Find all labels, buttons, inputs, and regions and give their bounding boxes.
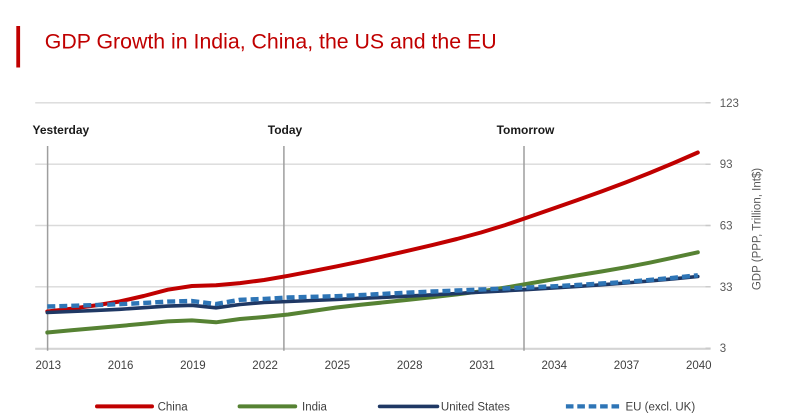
svg-text:Yesterday: Yesterday <box>33 123 90 137</box>
svg-text:2028: 2028 <box>397 360 423 372</box>
svg-text:China: China <box>158 401 189 413</box>
svg-text:123: 123 <box>720 98 739 110</box>
svg-text:3: 3 <box>720 343 726 355</box>
svg-text:63: 63 <box>720 221 733 233</box>
svg-text:93: 93 <box>720 159 733 171</box>
svg-text:GDP (PPP, Trillion, Int$): GDP (PPP, Trillion, Int$) <box>751 168 763 290</box>
svg-text:Tomorrow: Tomorrow <box>497 123 555 137</box>
svg-text:2016: 2016 <box>108 360 134 372</box>
svg-text:2031: 2031 <box>469 360 495 372</box>
svg-text:2037: 2037 <box>614 360 640 372</box>
svg-text:2034: 2034 <box>542 360 568 372</box>
svg-text:2022: 2022 <box>252 360 278 372</box>
svg-text:33: 33 <box>720 282 733 294</box>
svg-text:2019: 2019 <box>180 360 206 372</box>
svg-text:Today: Today <box>268 123 303 137</box>
svg-text:EU (excl. UK): EU (excl. UK) <box>626 401 696 413</box>
svg-text:GDP Growth in India, China, th: GDP Growth in India, China, the US and t… <box>45 30 497 54</box>
svg-text:India: India <box>302 401 328 413</box>
svg-text:2040: 2040 <box>686 360 712 372</box>
svg-text:United States: United States <box>441 401 510 413</box>
svg-text:2025: 2025 <box>325 360 351 372</box>
svg-text:2013: 2013 <box>36 360 62 372</box>
